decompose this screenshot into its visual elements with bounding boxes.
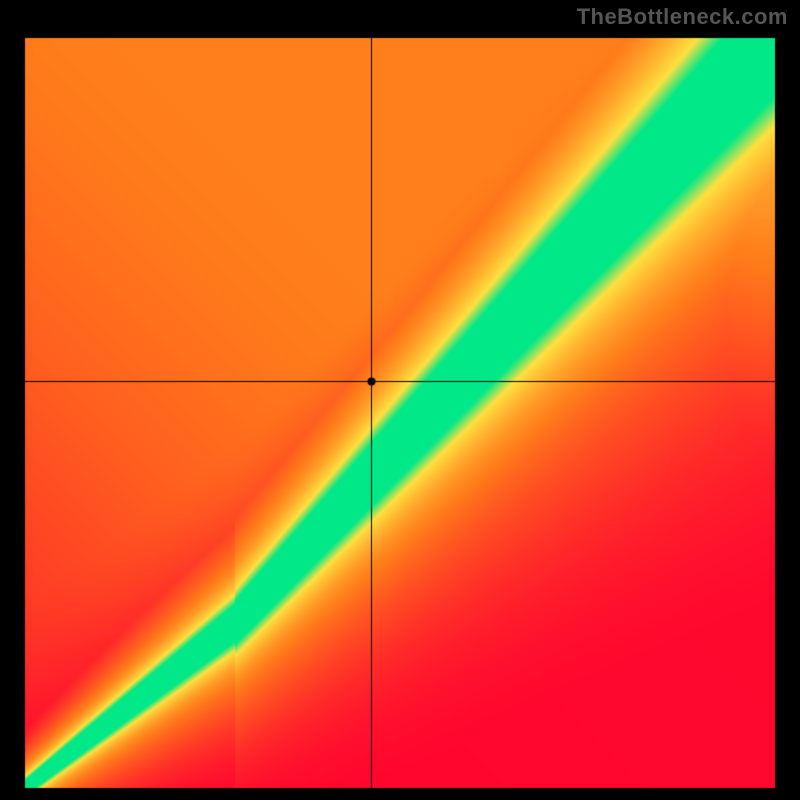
bottleneck-heatmap xyxy=(0,0,800,800)
watermark-text: TheBottleneck.com xyxy=(577,4,788,30)
chart-container: TheBottleneck.com xyxy=(0,0,800,800)
